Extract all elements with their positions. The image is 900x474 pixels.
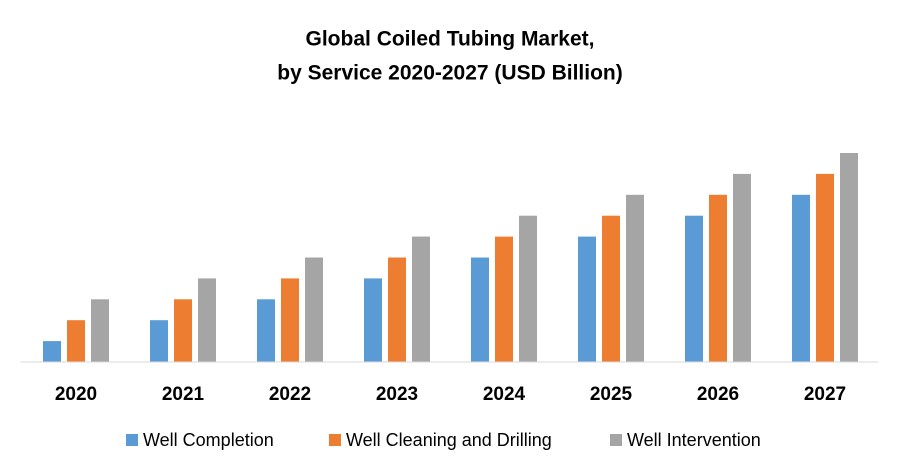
bar [685,215,703,362]
bar [174,299,192,362]
x-tick-label: 2021 [162,384,205,405]
bar [257,299,275,362]
bar [43,341,61,362]
bar [495,236,513,362]
bar [150,320,168,362]
x-tick-label: 2025 [590,384,633,405]
legend-label: Well Completion [143,430,274,450]
bar [709,194,727,362]
x-tick-label: 2027 [804,384,846,405]
x-tick-label: 2022 [269,384,311,405]
x-tick-label: 2024 [483,384,526,405]
x-tick-label: 2023 [376,384,418,405]
bar [388,257,406,362]
bar [91,299,109,362]
bar [626,194,644,362]
x-tick-label: 2020 [55,384,97,405]
bar [602,215,620,362]
legend-swatch [126,434,138,446]
legend-label: Well Cleaning and Drilling [346,430,552,450]
x-tick-label: 2026 [697,384,739,405]
bar [816,173,834,362]
bar [67,320,85,362]
bar [305,257,323,362]
legend-label: Well Intervention [627,430,761,450]
bar [840,153,858,362]
bar [519,215,537,362]
chart-title: by Service 2020-2027 (USD Billion) [277,62,623,85]
bar [471,257,489,362]
bar [412,236,430,362]
bar [578,236,596,362]
bar [364,278,382,362]
chart-title: Global Coiled Tubing Market, [306,28,595,51]
legend-swatch [329,434,341,446]
legend-swatch [610,434,622,446]
bar [733,173,751,362]
bar [281,278,299,362]
bar [198,278,216,362]
bar [792,194,810,362]
